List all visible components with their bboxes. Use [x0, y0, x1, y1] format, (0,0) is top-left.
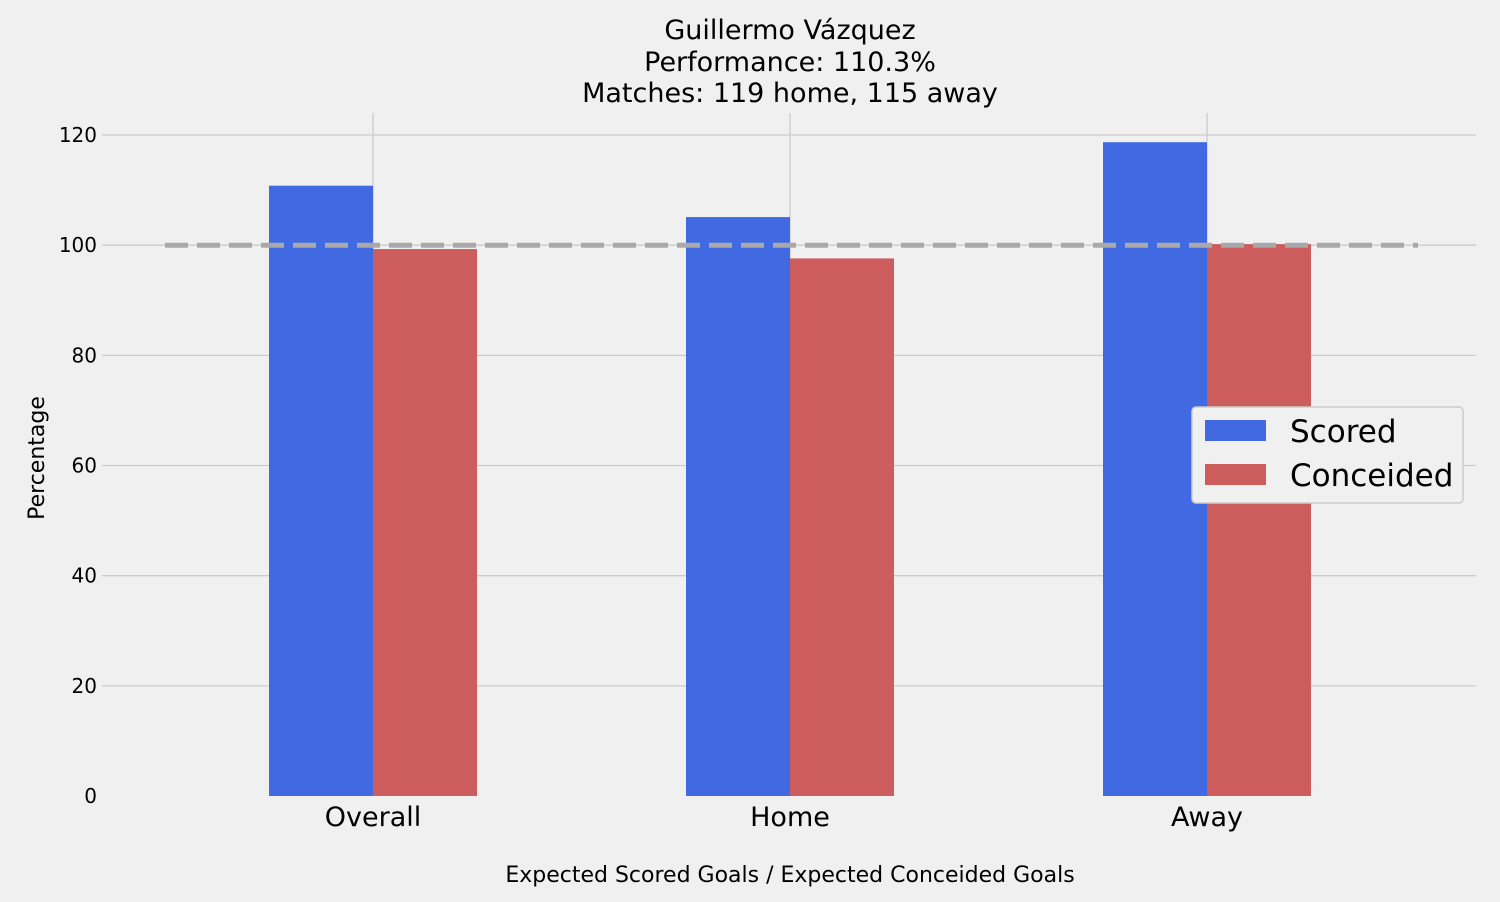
- y-tick-label: 40: [72, 564, 97, 588]
- y-tick-label: 80: [72, 343, 97, 367]
- y-axis-label: Percentage: [25, 396, 50, 520]
- y-tick-label: 20: [72, 674, 97, 698]
- y-tick-label: 120: [59, 123, 97, 147]
- bar-conceided-home: [790, 258, 894, 796]
- y-tick-label: 0: [84, 784, 97, 808]
- x-axis-ticks: Overall Home Away: [325, 802, 1243, 833]
- legend-swatch-scored: [1205, 420, 1266, 441]
- y-axis-ticks: 0 20 40 60 80 100 120: [59, 123, 97, 808]
- legend-label-conceided: Conceided: [1290, 458, 1453, 494]
- legend-swatch-conceided: [1205, 464, 1266, 485]
- chart-title-line-3: Matches: 119 home, 115 away: [582, 78, 998, 109]
- bar-scored-home: [686, 217, 790, 796]
- chart-title-line-2: Performance: 110.3%: [644, 47, 936, 78]
- bar-scored-away: [1103, 142, 1207, 796]
- x-tick-label-home: Home: [750, 802, 830, 833]
- chart-title-line-1: Guillermo Vázquez: [664, 15, 915, 46]
- legend-label-scored: Scored: [1290, 414, 1397, 450]
- x-tick-label-away: Away: [1171, 802, 1243, 833]
- chart-title: Guillermo Vázquez Performance: 110.3% Ma…: [582, 15, 998, 109]
- y-tick-label: 100: [59, 233, 97, 257]
- y-tick-label: 60: [72, 454, 97, 478]
- x-axis-label: Expected Scored Goals / Expected Conceid…: [505, 863, 1074, 888]
- x-tick-label-overall: Overall: [325, 802, 422, 833]
- bars: [269, 142, 1311, 797]
- bar-scored-overall: [269, 185, 373, 797]
- legend: Scored Conceided: [1191, 406, 1464, 504]
- bar-conceided-overall: [373, 249, 477, 796]
- bar-conceided-away: [1207, 244, 1311, 797]
